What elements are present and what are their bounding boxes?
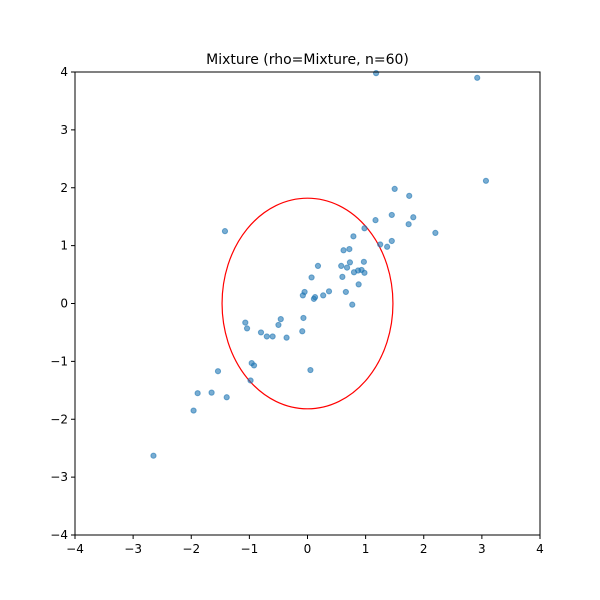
scatter-point [300, 314, 307, 322]
scatter-point [194, 390, 201, 397]
y-tick-label: 3 [60, 123, 68, 137]
scatter-point [342, 288, 349, 296]
x-tick-label: −3 [124, 542, 142, 556]
scatter-point [377, 241, 384, 248]
scatter-point [406, 192, 413, 199]
scatter-point [150, 452, 157, 459]
x-tick-label: −2 [182, 542, 200, 556]
scatter-point [346, 259, 354, 266]
scatter-point [277, 316, 284, 323]
scatter-point [242, 319, 249, 326]
covariance-ellipse [221, 197, 394, 410]
scatter-point [350, 269, 358, 276]
scatter-point [283, 334, 290, 341]
scatter-point [339, 273, 346, 280]
scatter-point [320, 292, 327, 299]
scatter-point [223, 394, 230, 401]
scatter-point [388, 211, 395, 219]
scatter-point [432, 229, 439, 236]
x-axis: −4 −3 −2 −1 0 1 2 3 4 [66, 535, 544, 556]
scatter-point [482, 177, 490, 184]
x-tick-label: 2 [420, 542, 428, 556]
scatter-point [350, 233, 357, 240]
x-tick-label: 1 [362, 542, 370, 556]
scatter-point [269, 333, 276, 340]
chart-title: Mixture (rho=Mixture, n=60) [206, 52, 409, 68]
scatter-point [405, 221, 412, 228]
scatter-point [190, 407, 197, 414]
scatter-point [355, 281, 362, 288]
x-tick-label: −4 [66, 542, 84, 556]
scatter-point [343, 264, 351, 271]
scatter-point [360, 258, 367, 265]
y-tick-label: 0 [60, 297, 68, 311]
scatter-point [391, 185, 398, 193]
scatter-point [299, 292, 306, 299]
points-layer [150, 70, 490, 459]
scatter-point [338, 262, 345, 269]
y-tick-label: 2 [60, 181, 68, 195]
scatter-point [372, 217, 379, 224]
scatter-point [340, 247, 347, 254]
scatter-point [388, 237, 395, 245]
scatter-point [310, 295, 317, 302]
scatter-point [308, 274, 315, 281]
x-tick-label: 4 [536, 542, 544, 556]
scatter-point [263, 333, 270, 340]
scatter-point [243, 325, 251, 332]
scatter-point [349, 301, 356, 308]
scatter-point [214, 368, 222, 375]
scatter-point [474, 74, 481, 81]
scatter-point [346, 245, 353, 253]
scatter-point [208, 389, 215, 396]
scatter-point [307, 366, 314, 374]
scatter-point [247, 377, 254, 384]
scatter-point [410, 214, 417, 221]
y-axis: −4 −3 −2 −1 0 1 2 3 4 [50, 65, 75, 542]
y-tick-label: −3 [50, 470, 68, 484]
y-tick-label: 1 [60, 239, 68, 253]
scatter-point [372, 70, 380, 77]
y-tick-label: 4 [60, 65, 68, 79]
x-tick-label: 0 [304, 542, 312, 556]
y-tick-label: −2 [50, 412, 68, 426]
y-tick-label: −1 [50, 354, 68, 368]
scatter-point [325, 288, 333, 295]
y-tick-label: −4 [50, 528, 68, 542]
scatter-point [275, 321, 282, 329]
scatter-point [384, 243, 391, 250]
x-tick-label: −1 [241, 542, 259, 556]
ellipse-layer [221, 197, 394, 410]
scatter-point [361, 269, 368, 276]
scatter-point [250, 362, 258, 369]
scatter-point [221, 228, 229, 235]
scatter-point [314, 262, 322, 269]
scatter-point [361, 225, 368, 232]
x-tick-label: 3 [478, 542, 486, 556]
scatter-point [257, 329, 265, 336]
scatter-point [299, 328, 306, 335]
